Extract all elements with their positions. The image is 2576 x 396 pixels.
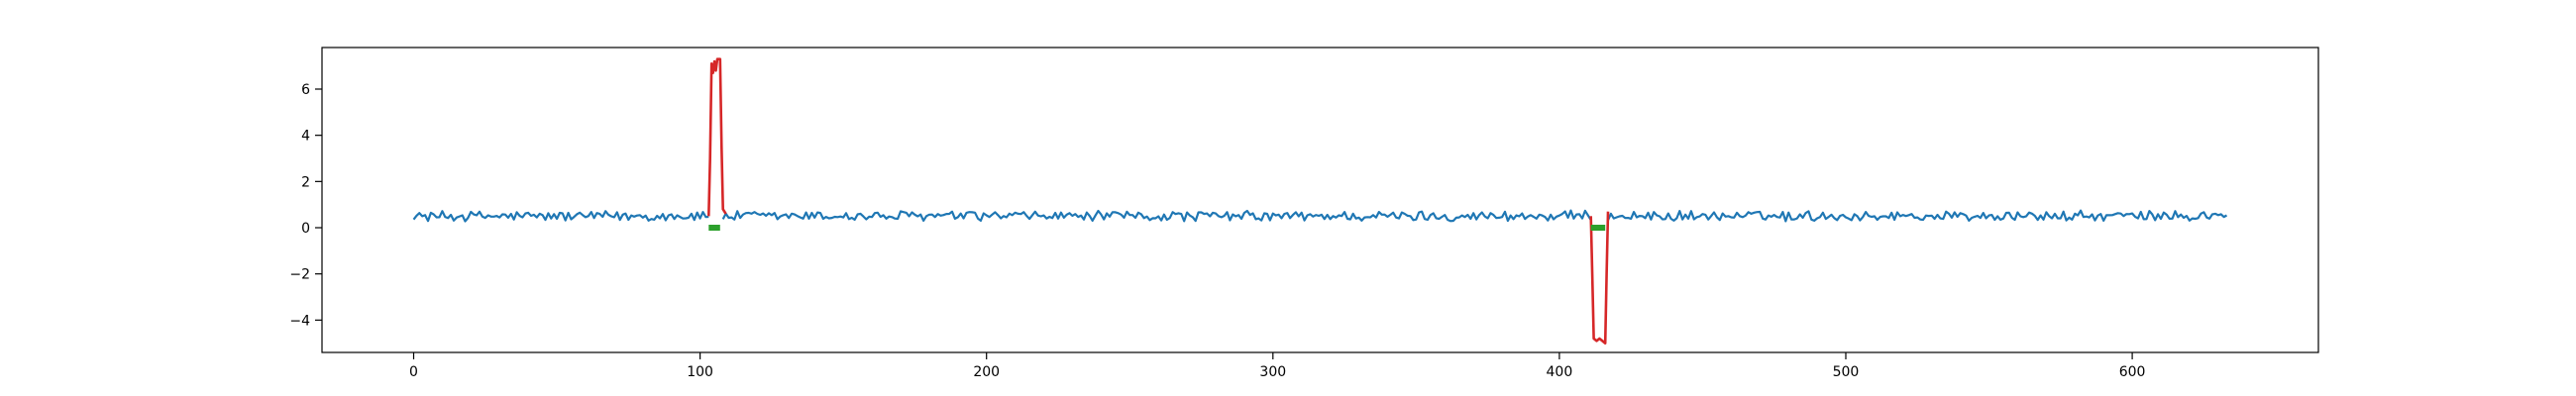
x-tick-label: 600 xyxy=(2119,364,2146,380)
y-tick-label: 0 xyxy=(301,221,310,237)
x-tick-label: 400 xyxy=(1547,364,1573,380)
axis-ticks: 0 100 200 300 400 500 600 −4 −2 0 2 4 6 xyxy=(289,82,2145,380)
axes-frame xyxy=(321,47,2319,353)
y-tick-label: 2 xyxy=(301,174,310,190)
x-tick-label: 500 xyxy=(1833,364,1860,380)
signal-line-segment-1 xyxy=(721,209,1592,223)
x-tick-label: 0 xyxy=(409,364,418,380)
signal-line-segment-2 xyxy=(1606,209,2228,223)
y-tick-label: −2 xyxy=(289,267,310,283)
plot-area xyxy=(412,57,2228,345)
x-tick-label: 300 xyxy=(1259,364,1286,380)
x-tick-label: 100 xyxy=(687,364,713,380)
y-tick-label: 6 xyxy=(301,82,310,98)
x-tick-label: 200 xyxy=(973,364,1000,380)
anomaly-positive-line xyxy=(707,57,727,217)
anomaly-negative-line xyxy=(1589,211,1610,345)
y-tick-label: 4 xyxy=(301,129,310,145)
signal-line-segment-0 xyxy=(412,210,709,223)
y-tick-label: −4 xyxy=(289,313,310,329)
